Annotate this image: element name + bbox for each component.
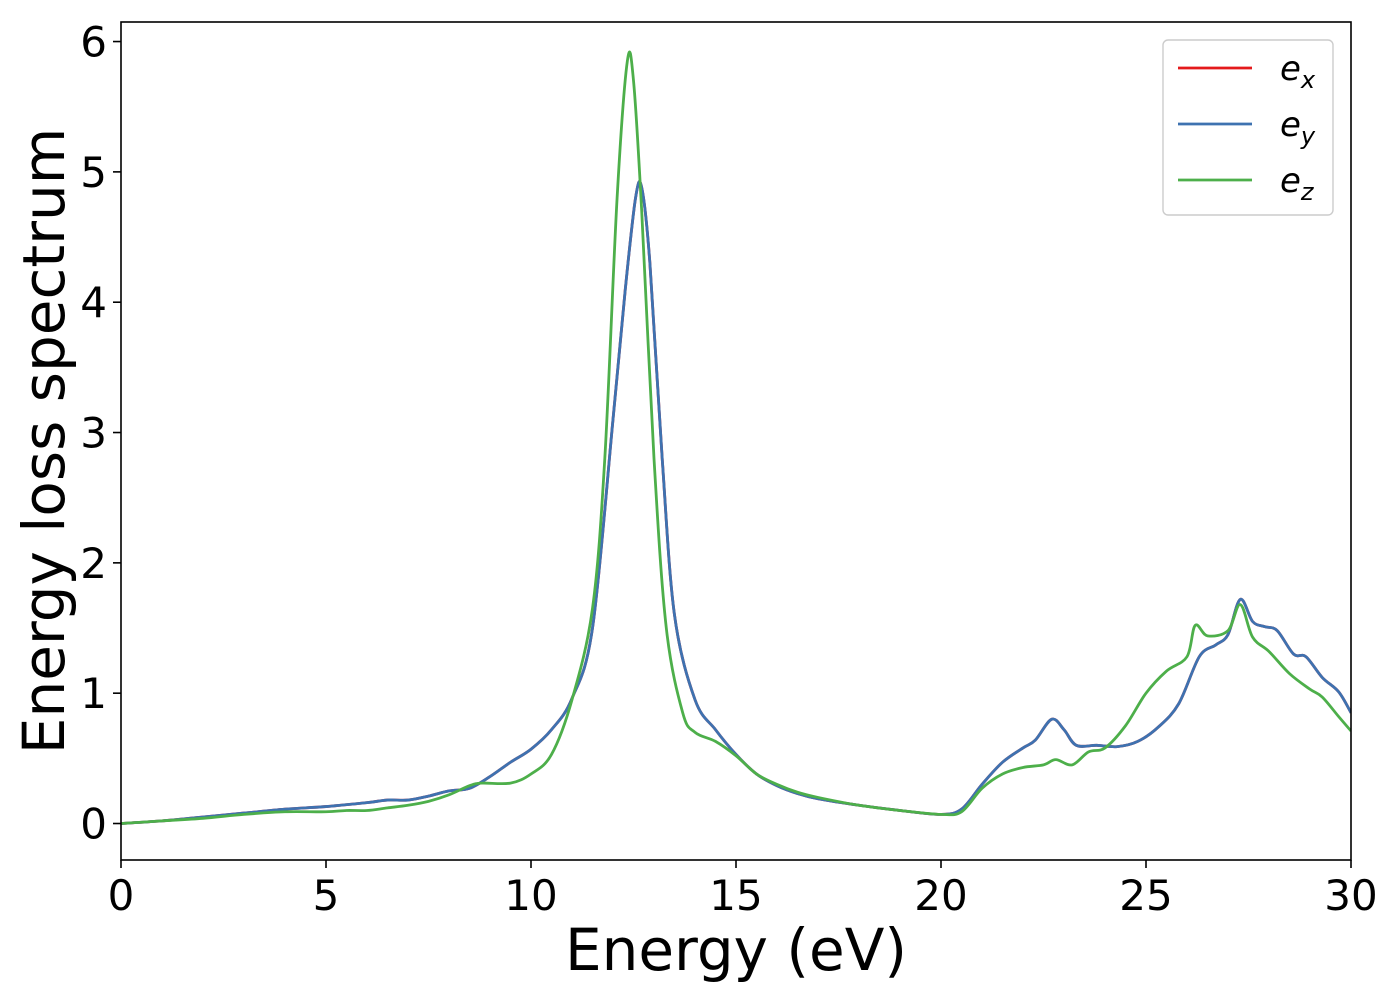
series-line-e-z xyxy=(121,50,1351,825)
legend-label-z: ez xyxy=(1280,161,1315,206)
y-axis-label: Energy loss spectrum xyxy=(10,128,78,754)
y-tick-label: 1 xyxy=(80,669,107,718)
y-tick-label: 4 xyxy=(80,278,107,327)
y-tick-label: 5 xyxy=(80,148,107,197)
y-axis: 0 1 2 3 4 5 6 xyxy=(80,18,121,849)
x-axis: 0 5 10 15 20 25 30 xyxy=(108,860,1378,920)
series-line-e-x xyxy=(121,180,1351,825)
x-tick-label: 15 xyxy=(709,871,762,920)
x-tick-label: 25 xyxy=(1119,871,1172,920)
legend-box xyxy=(1162,39,1334,216)
series-line-e-y xyxy=(121,180,1351,825)
x-tick-label: 30 xyxy=(1324,871,1377,920)
x-tick-label: 5 xyxy=(313,871,340,920)
x-tick-label: 0 xyxy=(108,871,135,920)
y-tick-label: 0 xyxy=(80,800,107,849)
y-tick-label: 6 xyxy=(80,18,107,67)
x-axis-label: Energy (eV) xyxy=(565,916,907,984)
x-tick-label: 20 xyxy=(914,871,967,920)
x-tick-label: 10 xyxy=(504,871,557,920)
series-layer xyxy=(121,50,1351,825)
y-tick-label: 3 xyxy=(80,409,107,458)
y-tick-label: 2 xyxy=(80,539,107,588)
